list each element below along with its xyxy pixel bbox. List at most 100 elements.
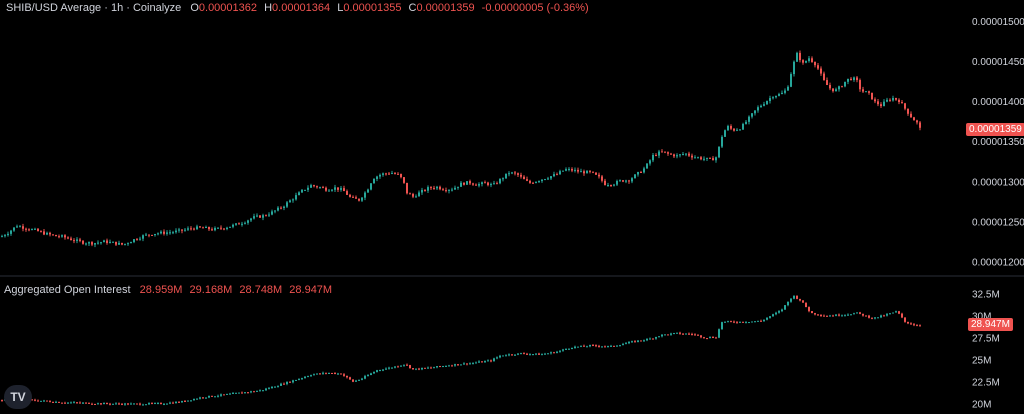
price-tick-0: 0.00001500 [972, 17, 1024, 28]
price-candle [409, 192, 411, 195]
oi-candle [406, 363, 408, 366]
oi-candle [157, 402, 159, 405]
oi-candle [379, 369, 381, 372]
price-legend-title: SHIB/USD Average · 1h · Coinalyze [6, 2, 182, 14]
price-candle [64, 234, 66, 240]
oi-candle [535, 353, 537, 356]
oi-candle [829, 314, 831, 317]
oi-candle [442, 365, 444, 368]
price-candle [673, 153, 675, 158]
price-candle [328, 189, 330, 192]
oi-candle [106, 402, 108, 405]
oi-candle [316, 373, 318, 375]
price-candle [700, 155, 702, 161]
oi-candle [247, 391, 249, 394]
oi-last-value-tag: 28.947M [968, 318, 1013, 331]
price-candle [376, 175, 378, 182]
oi-candle [742, 321, 744, 323]
oi-candle [580, 345, 582, 348]
oi-candle [385, 367, 387, 370]
oi-candle [382, 368, 384, 372]
price-candle [886, 97, 888, 103]
price-candle [367, 188, 369, 193]
price-candle [622, 179, 624, 183]
oi-candle [262, 390, 264, 392]
price-candle [688, 151, 690, 158]
oi-candle [139, 402, 141, 406]
price-candle [898, 98, 900, 105]
price-candle [586, 170, 588, 174]
oi-candle [703, 336, 705, 339]
price-candle [457, 186, 459, 190]
price-candle [76, 237, 78, 244]
price-tick-4: 0.00001300 [972, 177, 1024, 188]
price-plot [1, 50, 921, 248]
oi-candle [808, 306, 810, 313]
oi-candle [847, 313, 849, 316]
price-candle [250, 217, 252, 223]
price-candle [343, 185, 345, 192]
price-candle [10, 229, 12, 236]
price-candle [268, 212, 270, 218]
open-interest-legend: Aggregated Open Interest 28.959M 29.168M… [4, 284, 336, 296]
price-candle [127, 242, 129, 246]
oi-candle [199, 396, 201, 400]
price-candle [907, 108, 909, 116]
price-candle [508, 171, 510, 177]
price-candle [4, 233, 6, 238]
oi-candle [814, 312, 816, 316]
price-candle [43, 229, 45, 236]
oi-candle [502, 355, 504, 357]
price-candle [652, 152, 654, 163]
price-candle [868, 90, 870, 95]
oi-candle [181, 400, 183, 403]
price-candle [661, 149, 663, 153]
price-candle [472, 182, 474, 186]
price-candle [838, 85, 840, 92]
oi-candle [874, 317, 876, 320]
oi-candle [46, 400, 48, 402]
price-candle [733, 128, 735, 132]
oi-candle [673, 332, 675, 335]
price-candle [334, 184, 336, 193]
oi-value-4: 28.947M [289, 284, 333, 296]
price-candle [193, 227, 195, 231]
tradingview-logo[interactable]: TV [4, 385, 32, 409]
oi-candle [175, 401, 177, 404]
price-tick-3: 0.00001350 [972, 137, 1024, 148]
oi-candle [34, 398, 36, 402]
oi-candle [682, 332, 684, 335]
oi-tick-2: 27.5M [972, 334, 1000, 345]
oi-candle [310, 374, 312, 377]
oi-candle [196, 398, 198, 400]
oi-candle [394, 366, 396, 369]
price-candle [16, 224, 18, 228]
oi-candle [415, 368, 417, 371]
oi-candle [868, 314, 870, 319]
oi-candle [553, 351, 555, 354]
price-candle [277, 206, 279, 212]
price-candle [919, 120, 921, 131]
oi-candle [577, 346, 579, 348]
oi-candle [412, 368, 414, 370]
price-candle [22, 223, 24, 232]
oi-candle [241, 391, 243, 394]
oi-candle [361, 377, 363, 381]
oi-candle [859, 311, 861, 315]
price-candle [337, 187, 339, 192]
oi-candle [97, 402, 99, 405]
price-candle [760, 104, 762, 108]
price-candle [523, 175, 525, 180]
price-candle [784, 88, 786, 95]
oi-candle [91, 402, 93, 405]
oi-candle [367, 374, 369, 377]
oi-candle [388, 366, 390, 370]
oi-candle [862, 313, 864, 317]
oi-candle [586, 345, 588, 348]
price-candle [298, 191, 300, 196]
price-candle [364, 191, 366, 201]
oi-candle [805, 302, 807, 308]
price-candle [613, 183, 615, 187]
oi-candle [802, 300, 804, 303]
